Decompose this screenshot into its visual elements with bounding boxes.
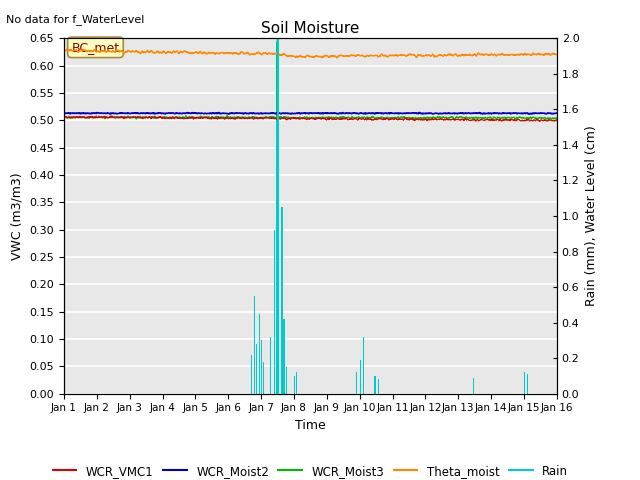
Y-axis label: VWC (m3/m3): VWC (m3/m3): [11, 172, 24, 260]
Title: Soil Moisture: Soil Moisture: [261, 21, 360, 36]
Text: No data for f_WaterLevel: No data for f_WaterLevel: [6, 14, 145, 25]
Text: BC_met: BC_met: [72, 41, 120, 54]
Legend: WCR_VMC1, WCR_Moist2, WCR_Moist3, Theta_moist, Rain: WCR_VMC1, WCR_Moist2, WCR_Moist3, Theta_…: [48, 460, 573, 480]
Y-axis label: Rain (mm), Water Level (cm): Rain (mm), Water Level (cm): [585, 126, 598, 306]
X-axis label: Time: Time: [295, 419, 326, 432]
